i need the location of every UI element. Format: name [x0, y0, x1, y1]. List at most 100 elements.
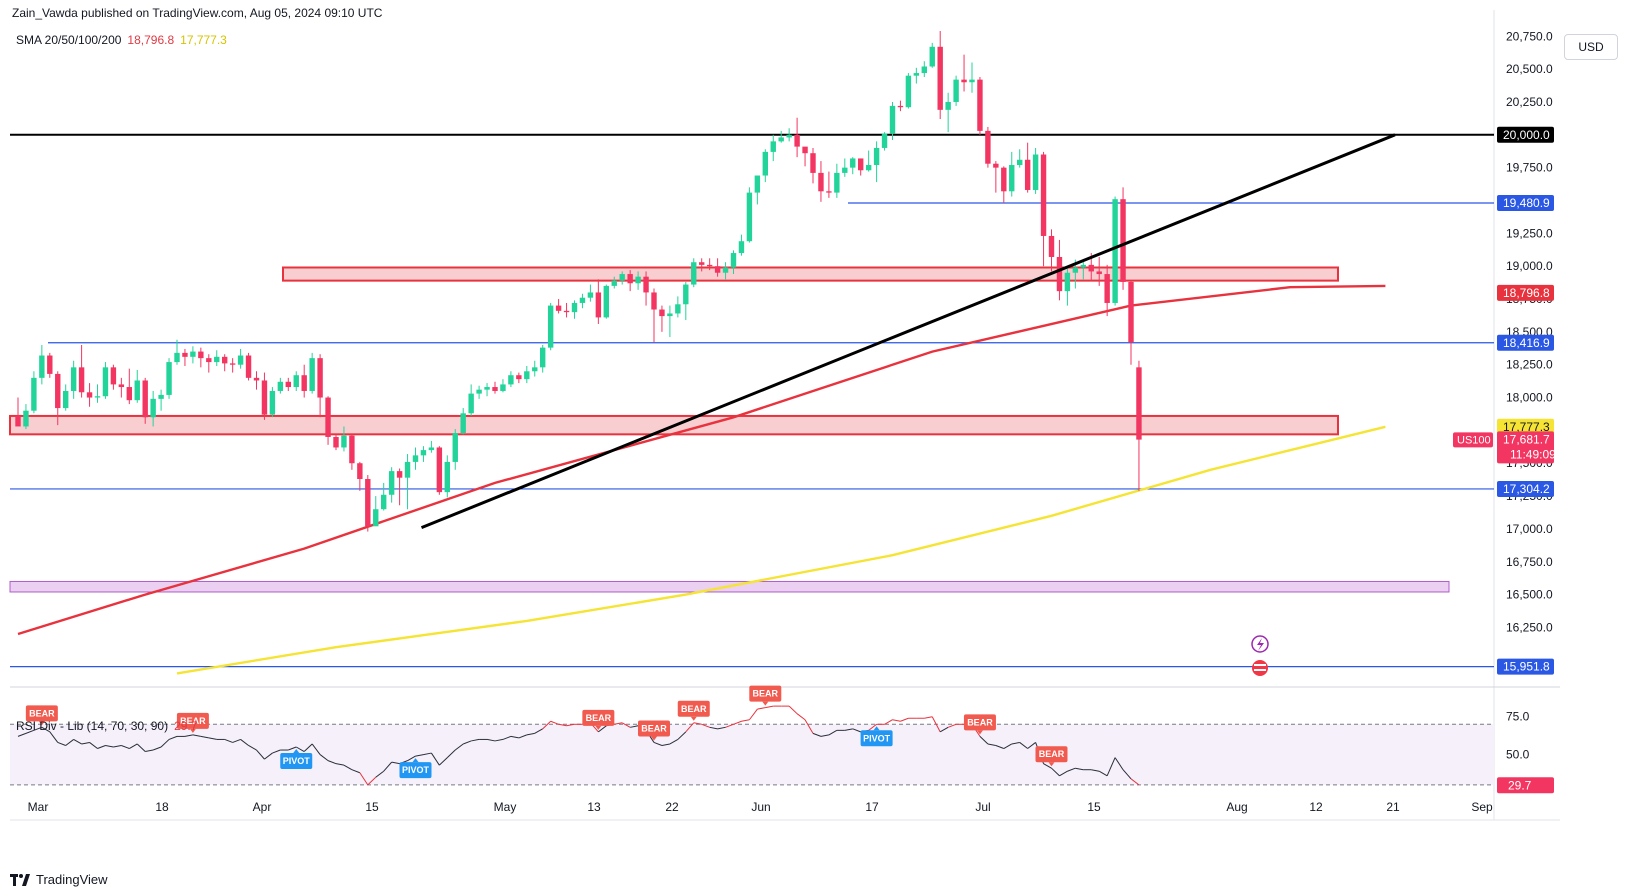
rsi-segment [160, 739, 170, 748]
candle-body [134, 380, 140, 401]
rsi-segment [995, 745, 1004, 749]
candle-body [349, 435, 355, 464]
rsi-segment [430, 752, 440, 766]
rsi-label: RSI Div - Lib (14, 70, 30, 90) [16, 719, 169, 733]
candle [39, 345, 45, 385]
candle-body [881, 133, 888, 148]
price-tick-label: 19,000.0 [1506, 259, 1553, 273]
candle [381, 482, 387, 511]
symbol-label: US100 [1457, 434, 1491, 446]
candle [818, 161, 824, 202]
rsi-segment [200, 735, 209, 739]
sma-200-tag-label: 17,777.3 [1503, 420, 1550, 434]
candle [683, 281, 689, 321]
rsi-segment [454, 743, 464, 751]
candle-body [492, 387, 498, 391]
signal-pointer [189, 728, 196, 733]
candle-body [818, 172, 824, 192]
rsi-segment [717, 726, 726, 730]
candle-body [237, 355, 244, 365]
rsi-segment [1122, 769, 1132, 780]
candle [611, 276, 617, 289]
candle-body [873, 147, 880, 166]
candle [492, 381, 498, 394]
price-tick-label: 19,750.0 [1506, 161, 1553, 175]
rsi-segment [1059, 770, 1068, 777]
candle-body [691, 262, 697, 285]
signal-pointer [651, 736, 657, 741]
candle [476, 385, 482, 399]
candle [86, 383, 93, 407]
candle-body [23, 410, 29, 427]
rsi-legend[interactable]: RSI Div - Lib (14, 70, 30, 90) 29.7 [16, 719, 197, 733]
rsi-segment [375, 770, 385, 778]
candle-body [579, 297, 586, 303]
candle-body [945, 101, 951, 110]
time-tick-label: 15 [1087, 800, 1101, 814]
candle-body [269, 390, 276, 415]
pivot-signal: PIVOT [280, 749, 313, 769]
time-tick-label: Sep [1471, 800, 1493, 814]
rsi-segment [232, 738, 241, 743]
rsi-segment [884, 719, 893, 725]
candle-body [388, 471, 395, 495]
currency-button[interactable]: USD [1564, 34, 1618, 60]
rsi-segment [788, 705, 798, 715]
bear-signal: BEAR [963, 714, 996, 735]
rsi-segment [725, 723, 734, 728]
candle-body [1112, 199, 1118, 303]
candle-body [396, 471, 403, 478]
time-tick-label: 12 [1309, 800, 1323, 814]
candle-body [436, 447, 443, 493]
level-price-tag [1497, 126, 1554, 143]
candle-body [190, 351, 196, 357]
candle-body [532, 367, 538, 372]
signal-badge [963, 714, 996, 731]
time-tick-label: 22 [665, 800, 679, 814]
candle [229, 358, 236, 373]
candle [746, 187, 753, 243]
candle [738, 234, 745, 256]
signal-label: BEAR [586, 713, 612, 723]
candle [1112, 196, 1118, 306]
time-tick-label: 13 [587, 800, 601, 814]
time-tick-label: Apr [253, 800, 272, 814]
signal-pointer [1048, 762, 1055, 767]
candle-body [921, 66, 927, 74]
rsi-tick-label: 50.0 [1506, 748, 1530, 762]
signal-pointer [412, 758, 419, 763]
signal-label: PIVOT [283, 756, 311, 766]
candle [214, 350, 220, 367]
candle-body [293, 375, 299, 388]
rsi-segment [25, 729, 35, 734]
level-price-label: 19,480.9 [1503, 196, 1550, 210]
rsi-segment [446, 749, 456, 758]
candle-body [341, 435, 347, 448]
rsi-segment [733, 720, 742, 725]
candle [905, 73, 912, 109]
candle-body [31, 377, 37, 411]
rsi-segment [1003, 743, 1012, 749]
rsi-segment [256, 749, 265, 760]
candle-body [794, 134, 800, 147]
candle-body [158, 394, 164, 399]
rsi-segment [89, 742, 98, 749]
candle-body [762, 151, 768, 176]
level-price-label: 17,304.2 [1503, 482, 1550, 496]
rsi-segment [979, 736, 989, 745]
rsi-segment [240, 739, 249, 746]
candle [786, 128, 792, 142]
candle-body [452, 433, 458, 462]
signal-label: BEAR [641, 723, 667, 733]
candle-body [420, 450, 427, 456]
rsi-value: 29.7 [174, 719, 198, 733]
rsi-segment [359, 772, 369, 786]
sma-legend[interactable]: SMA 20/50/100/200 18,796.8 17,777.3 [16, 33, 227, 47]
candle [659, 305, 665, 332]
rsi-segment [701, 723, 710, 728]
rsi-segment [391, 761, 400, 765]
rsi-segment [335, 763, 345, 766]
time-tick-label: 15 [365, 800, 379, 814]
candle-body [484, 387, 490, 390]
